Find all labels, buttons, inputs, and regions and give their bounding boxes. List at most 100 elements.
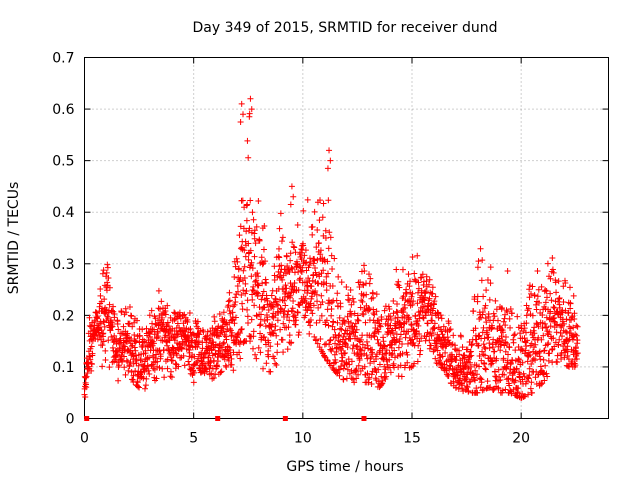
x-axis-label: GPS time / hours [286,459,403,475]
data-point [131,332,138,339]
data-point [261,333,268,340]
data-point [204,328,211,335]
data-point [286,332,293,339]
data-point [106,301,113,308]
data-point [311,257,318,264]
data-point [548,297,555,304]
data-point [505,375,512,382]
data-point [272,360,279,367]
data-point [265,339,272,346]
data-point [235,265,242,272]
data-point [150,340,157,347]
data-point [508,390,515,397]
data-point [431,325,438,332]
data-point [180,352,187,359]
data-point [535,334,542,341]
data-point [567,300,574,307]
data-point [128,336,135,343]
data-point [389,350,396,357]
data-point [460,369,467,376]
data-point [352,320,359,327]
data-point [298,246,305,253]
data-point [574,323,581,330]
data-point [527,385,534,392]
data-point [287,292,294,299]
data-point [260,288,267,295]
data-point [340,350,347,357]
data-point [405,316,412,323]
data-point [565,309,572,316]
data-point [150,354,157,361]
data-point [234,258,241,265]
data-point [277,269,284,276]
data-point [414,300,421,307]
data-point [246,225,253,232]
data-point [394,300,401,307]
data-point [528,389,535,396]
data-point [239,306,246,313]
data-point [570,324,577,331]
data-point [265,347,272,354]
data-point [359,341,366,348]
data-point [417,347,424,354]
data-point [388,352,395,359]
data-point [519,376,526,383]
data-point [400,308,407,315]
data-point [302,247,309,254]
data-point [237,118,244,125]
data-point [92,309,99,316]
data-point [541,347,548,354]
data-point [426,337,433,344]
data-point [383,373,390,380]
data-point [312,288,319,295]
y-axis-label: SRMTID / TECUs [6,182,22,295]
data-point [238,326,245,333]
data-point [474,293,481,300]
data-point [159,314,166,321]
data-point [320,279,327,286]
data-point [278,306,285,313]
data-point [534,268,541,275]
data-point [528,379,535,386]
data-point [315,304,322,311]
data-point [237,223,244,230]
data-point [309,293,316,300]
data-point [127,312,134,319]
data-point [174,320,181,327]
data-point [443,358,450,365]
data-point [255,282,262,289]
data-point [232,263,239,270]
data-point [233,255,240,262]
data-point [510,332,517,339]
data-point [393,308,400,315]
data-point [554,359,561,366]
data-point [161,374,168,381]
data-point [100,338,107,345]
data-point [541,320,548,327]
data-point [194,343,201,350]
data-point [283,253,290,260]
data-point [523,312,530,319]
data-point [244,137,251,144]
data-point [171,316,178,323]
data-point [396,284,403,291]
data-point [195,338,202,345]
data-point [572,344,579,351]
data-point [494,317,501,324]
data-point [426,295,433,302]
data-point [232,314,239,321]
data-point [202,333,209,340]
data-point [351,310,358,317]
data-point [230,303,237,310]
data-point [315,240,322,247]
data-point [556,295,563,302]
data-point [307,322,314,329]
data-point [120,323,127,330]
data-point [398,373,405,380]
data-point [314,226,321,233]
data-point [87,323,94,330]
data-point [529,283,536,290]
data-point [307,258,314,265]
data-point [398,323,405,330]
data-point [474,389,481,396]
